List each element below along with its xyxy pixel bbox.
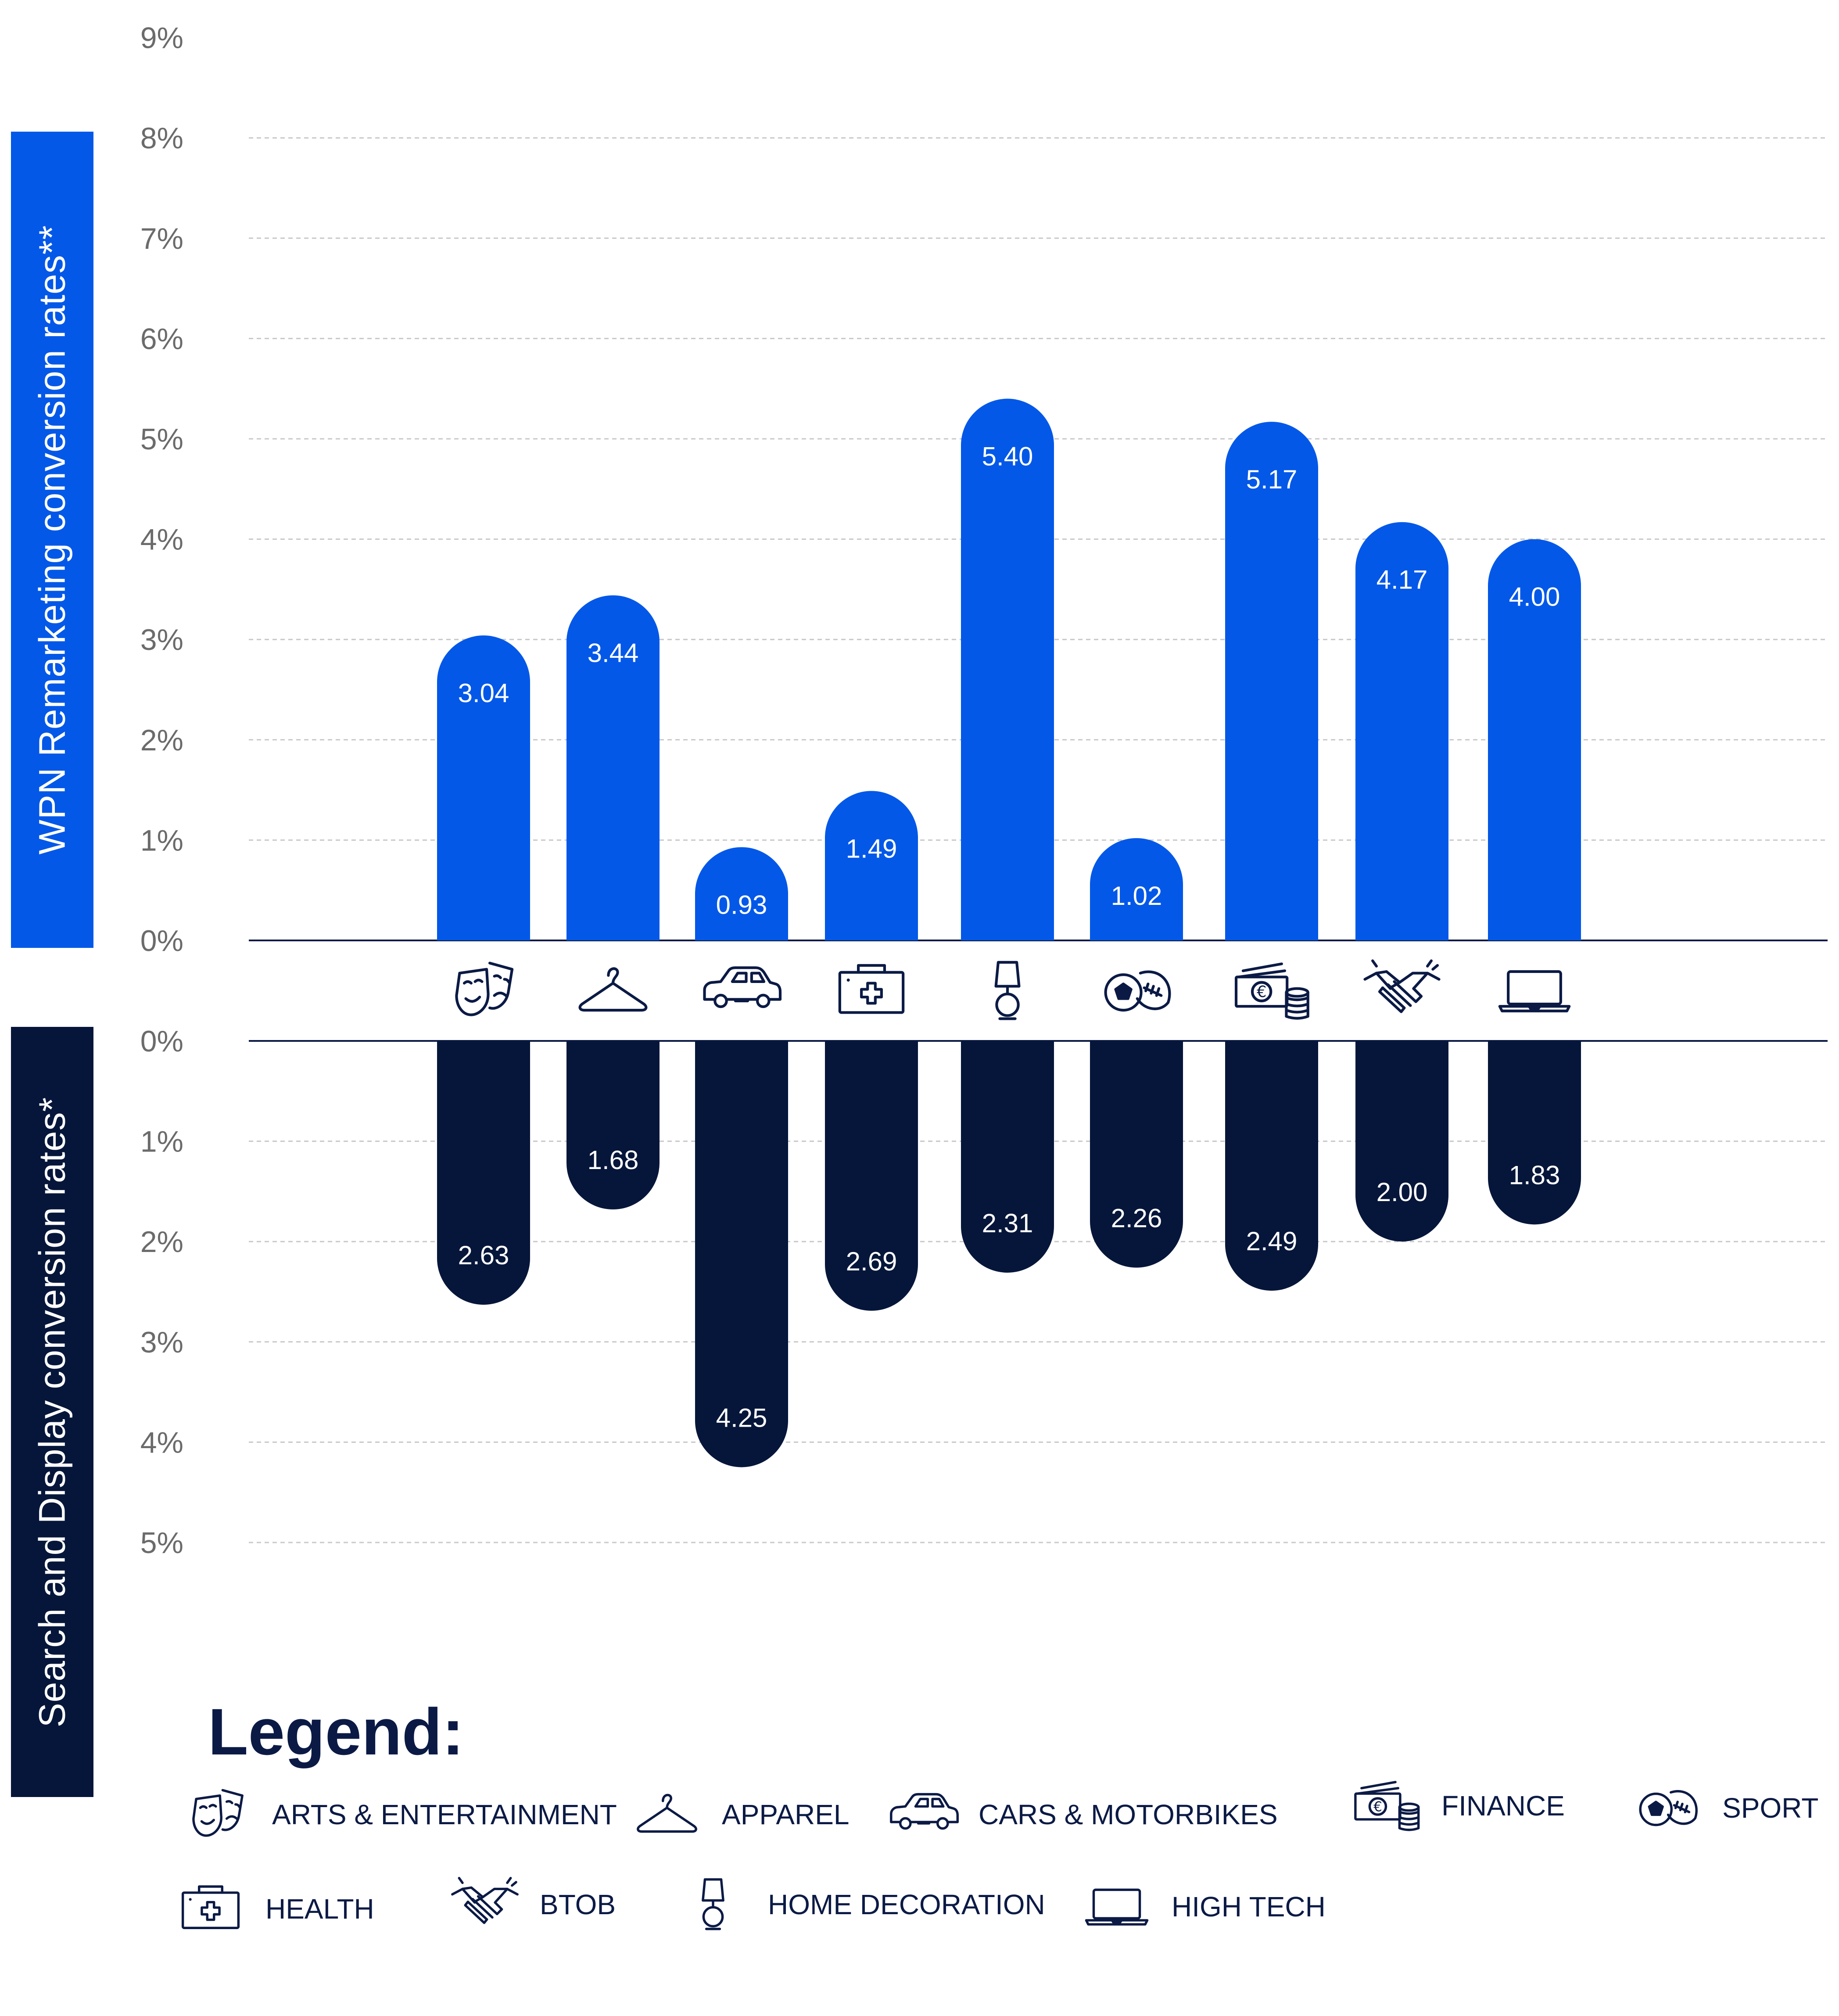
remarketing-bar xyxy=(1090,838,1183,940)
sport-balls-icon xyxy=(1630,1771,1705,1845)
search-display-value-label: 2.49 xyxy=(1246,1227,1298,1256)
legend-item: HOME DECORATION xyxy=(676,1867,1045,1942)
remarketing-axis-label: WPN Remarketing conversion rates** xyxy=(11,132,93,948)
theater-masks-icon xyxy=(180,1777,255,1852)
legend-label: SPORT xyxy=(1722,1792,1819,1824)
legend-label: ARTS & ENTERTAINMENT xyxy=(272,1799,617,1830)
legend-title: Legend: xyxy=(208,1695,464,1768)
search-display-bar xyxy=(566,1041,660,1210)
search-display-value-label: 2.69 xyxy=(846,1247,897,1276)
legend-label: BTOB xyxy=(540,1889,616,1920)
legend-item: BTOB xyxy=(448,1867,616,1942)
top-tick-label: 1% xyxy=(140,824,183,857)
remarketing-bar xyxy=(1355,522,1448,940)
remarketing-bar xyxy=(1488,539,1581,940)
bottom-tick-label: 3% xyxy=(140,1326,183,1359)
remarketing-value-label: 3.44 xyxy=(588,639,639,668)
search-display-value-label: 2.00 xyxy=(1377,1177,1428,1207)
lamp-icon xyxy=(996,962,1019,1019)
lamp-icon xyxy=(676,1867,750,1942)
laptop-icon xyxy=(1500,972,1569,1011)
legend-item: CARS & MOTORBIKES xyxy=(886,1777,1278,1852)
hanger-icon xyxy=(580,969,646,1010)
bottom-tick-label: 1% xyxy=(140,1125,183,1159)
money-coins-icon xyxy=(1236,964,1308,1018)
search-display-bar xyxy=(437,1041,530,1305)
remarketing-value-label: 4.00 xyxy=(1509,582,1560,612)
top-tick-label: 9% xyxy=(140,22,183,55)
car-icon xyxy=(705,968,780,1007)
conversion-rate-chart: € 0%1%2%3%4%5%6%7%8%9%0%1%2%3%4%5% 3.042… xyxy=(140,22,1828,1560)
remarketing-value-label: 5.17 xyxy=(1246,465,1298,494)
remarketing-bar xyxy=(437,635,530,940)
hanger-icon xyxy=(630,1777,704,1852)
legend-label: CARS & MOTORBIKES xyxy=(979,1799,1278,1830)
search-display-bar xyxy=(1355,1041,1448,1242)
bottom-tick-label: 0% xyxy=(140,1025,183,1058)
handshake-icon xyxy=(1365,961,1439,1012)
top-tick-label: 2% xyxy=(140,724,183,757)
remarketing-value-label: 1.02 xyxy=(1111,881,1162,911)
search-display-bar xyxy=(1225,1041,1318,1291)
sport-balls-icon xyxy=(1106,972,1170,1010)
bottom-tick-label: 2% xyxy=(140,1225,183,1259)
legend-label: HEALTH xyxy=(265,1893,374,1925)
remarketing-value-label: 5.40 xyxy=(982,442,1033,471)
theater-masks-icon xyxy=(456,963,512,1015)
legend-item: HEALTH xyxy=(173,1872,374,1946)
bottom-tick-label: 5% xyxy=(140,1526,183,1560)
top-tick-label: 6% xyxy=(140,322,183,355)
search-display-bar xyxy=(1488,1041,1581,1225)
remarketing-bar xyxy=(825,791,918,940)
first-aid-kit-icon xyxy=(173,1872,248,1946)
search-display-bar xyxy=(961,1041,1054,1273)
remarketing-bar xyxy=(961,398,1054,940)
search-display-bar xyxy=(695,1041,788,1467)
remarketing-bar xyxy=(1225,422,1318,940)
search-display-value-label: 2.26 xyxy=(1111,1204,1162,1233)
top-tick-label: 7% xyxy=(140,222,183,255)
legend-item: SPORT xyxy=(1630,1771,1818,1845)
laptop-icon xyxy=(1079,1869,1154,1944)
legend-label: HIGH TECH xyxy=(1172,1891,1326,1923)
search-display-bar xyxy=(1090,1041,1183,1268)
top-tick-label: 3% xyxy=(140,623,183,656)
legend-item: ARTS & ENTERTAINMENT xyxy=(180,1777,617,1852)
search-display-value-label: 1.83 xyxy=(1509,1160,1560,1190)
search-display-axis-label-text: Search and Display conversion rates* xyxy=(31,1097,73,1727)
legend-item: APPAREL xyxy=(630,1777,850,1852)
search-display-value-label: 2.63 xyxy=(458,1241,509,1270)
search-display-value-label: 2.31 xyxy=(982,1209,1033,1238)
remarketing-bar xyxy=(566,595,660,940)
legend-label: FINANCE xyxy=(1441,1790,1565,1822)
remarketing-bar xyxy=(695,847,788,940)
search-display-axis-label: Search and Display conversion rates* xyxy=(11,1027,93,1797)
legend-label: APPAREL xyxy=(722,1799,850,1830)
top-tick-label: 5% xyxy=(140,423,183,456)
search-display-bar xyxy=(825,1041,918,1311)
top-tick-label: 0% xyxy=(140,924,183,958)
remarketing-value-label: 1.49 xyxy=(846,834,897,863)
remarketing-value-label: 0.93 xyxy=(716,890,767,919)
remarketing-value-label: 4.17 xyxy=(1377,565,1428,595)
legend-label: HOME DECORATION xyxy=(768,1889,1045,1920)
legend-item: FINANCE xyxy=(1349,1768,1565,1843)
remarketing-axis-label-text: WPN Remarketing conversion rates** xyxy=(31,225,73,855)
top-tick-label: 8% xyxy=(140,122,183,155)
money-coins-icon xyxy=(1349,1768,1424,1843)
top-tick-label: 4% xyxy=(140,523,183,556)
remarketing-value-label: 3.04 xyxy=(458,678,509,708)
handshake-icon xyxy=(448,1867,522,1942)
bottom-tick-label: 4% xyxy=(140,1426,183,1459)
car-icon xyxy=(886,1777,961,1852)
search-display-value-label: 1.68 xyxy=(588,1145,639,1175)
first-aid-kit-icon xyxy=(840,965,903,1012)
search-display-value-label: 4.25 xyxy=(716,1403,767,1433)
legend-item: HIGH TECH xyxy=(1079,1869,1326,1944)
